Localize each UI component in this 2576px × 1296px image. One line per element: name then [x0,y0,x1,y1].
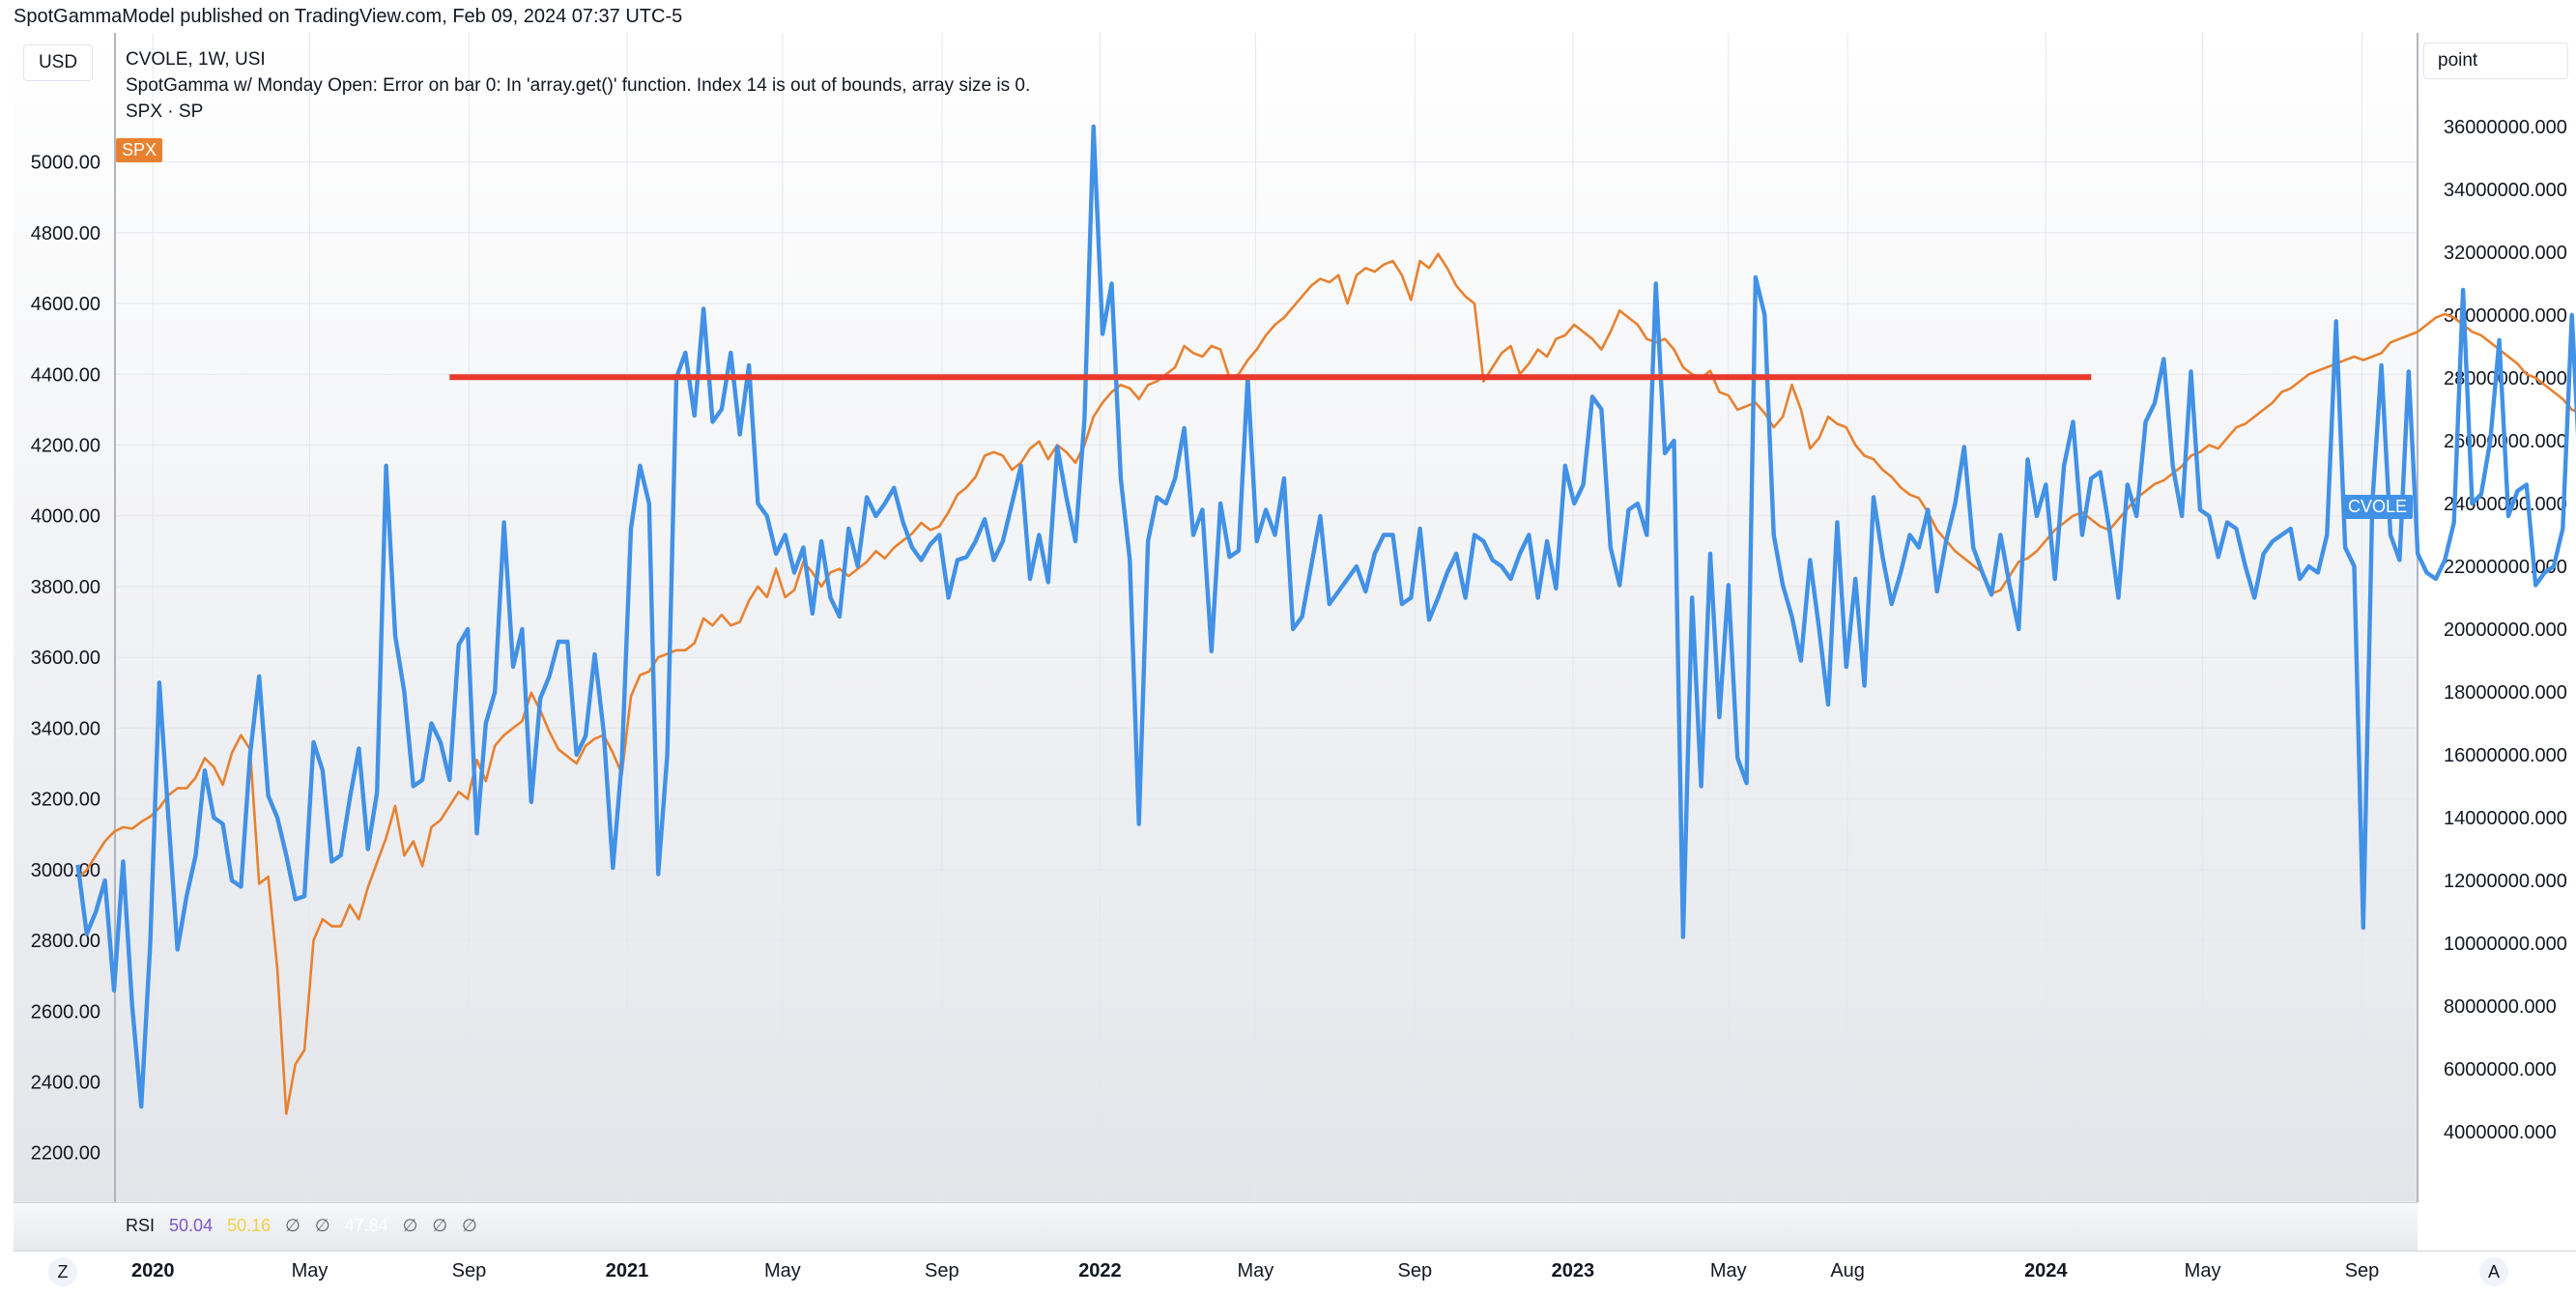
left-axis-tick-label: 3800.00 [31,577,100,598]
left-axis-tick-label: 5000.00 [31,153,100,174]
time-axis-tick-label: 2021 [606,1260,649,1282]
currency-selector[interactable]: USD [23,44,93,81]
left-axis-tick-label: 4600.00 [31,294,100,315]
time-axis-tick-label: 2023 [1552,1260,1595,1282]
time-axis-tick-label: Aug [1830,1260,1865,1282]
right-axis-tick-label: 36000000.000 [2444,117,2567,138]
right-axis-tick-label: 20000000.000 [2444,619,2567,641]
right-axis-tick-label: 32000000.000 [2444,243,2567,264]
time-axis-tick-label: Sep [925,1260,959,1282]
rsi-label[interactable]: RSI [126,1216,155,1235]
right-axis-tick-label: 34000000.000 [2444,180,2567,201]
left-axis-tick-label: 2600.00 [31,1001,100,1022]
right-axis-tick-label: 12000000.000 [2444,871,2567,892]
left-axis-tick-label: 4800.00 [31,223,100,245]
rsi-value-1: 50.04 [169,1216,213,1235]
time-axis-tick-label: May [2185,1260,2221,1282]
rsi-null-4: ∅ [432,1216,447,1235]
rsi-value-3: 47.84 [345,1216,388,1235]
left-axis-tick-label: 3400.00 [31,718,100,739]
rsi-value-2: 50.16 [227,1216,271,1235]
left-axis-tick-label: 3200.00 [31,790,100,811]
time-axis-tick-label: 2022 [1078,1260,1122,1282]
left-axis-tick-label: 3600.00 [31,648,100,669]
right-axis-tick-label: 6000000.000 [2444,1059,2557,1080]
unit-selector[interactable]: point [2423,43,2568,79]
chart-svg: 2200.002400.002600.002800.003000.003200.… [14,33,2576,1202]
time-axis-tick-label: Sep [1397,1260,1432,1282]
time-axis-tick-label: May [1710,1260,1747,1282]
cvole-price-label: CVOLE [2342,495,2413,519]
left-axis-tick-label: 2400.00 [31,1072,100,1093]
cvole-series-line [78,127,2576,1107]
time-axis-tick-label: 2020 [131,1260,175,1282]
rsi-null-2: ∅ [315,1216,330,1235]
legend-symbol-spx[interactable]: SPX · SP [126,99,1030,125]
left-axis-tick-label: 4000.00 [31,506,100,528]
legend-symbol-cvole[interactable]: CVOLE, 1W, USI [126,46,1030,72]
auto-scale-button[interactable]: A [2479,1257,2508,1286]
right-axis-tick-label: 28000000.000 [2444,368,2567,389]
left-axis-tick-label: 4200.00 [31,435,100,456]
rsi-null-5: ∅ [462,1216,477,1235]
legend-indicator-error[interactable]: SpotGamma w/ Monday Open: Error on bar 0… [126,72,1030,99]
left-axis-tick-label: 2200.00 [31,1143,100,1165]
time-axis-tick-label: May [1237,1260,1274,1282]
chart-legend: CVOLE, 1W, USI SpotGamma w/ Monday Open:… [126,46,1030,125]
time-axis-tick-label: Sep [452,1260,487,1282]
publish-info: SpotGammaModel published on TradingView.… [14,6,682,28]
spx-series-line [78,162,2576,1114]
rsi-null-1: ∅ [285,1216,301,1235]
right-axis-tick-label: 18000000.000 [2444,682,2567,704]
right-axis-tick-label: 16000000.000 [2444,745,2567,766]
right-axis-tick-label: 8000000.000 [2444,996,2557,1018]
left-axis-tick-label: 2800.00 [31,931,100,952]
time-axis-tick-label: Sep [2345,1260,2380,1282]
rsi-null-3: ∅ [403,1216,418,1235]
right-axis-tick-label: 10000000.000 [2444,934,2567,955]
zoom-button[interactable]: Z [48,1257,77,1286]
rsi-legend: RSI 50.04 50.16 ∅ ∅ 47.84 ∅ ∅ ∅ [126,1216,487,1236]
time-axis-tick-label: May [764,1260,801,1282]
time-axis-tick-label: May [292,1260,329,1282]
right-axis-tick-label: 14000000.000 [2444,808,2567,829]
spx-series-label: SPX [116,138,162,162]
time-axis-tick-label: 2024 [2024,1260,2068,1282]
left-axis-tick-label: 4400.00 [31,364,100,386]
right-axis-tick-label: 4000000.000 [2444,1122,2557,1143]
